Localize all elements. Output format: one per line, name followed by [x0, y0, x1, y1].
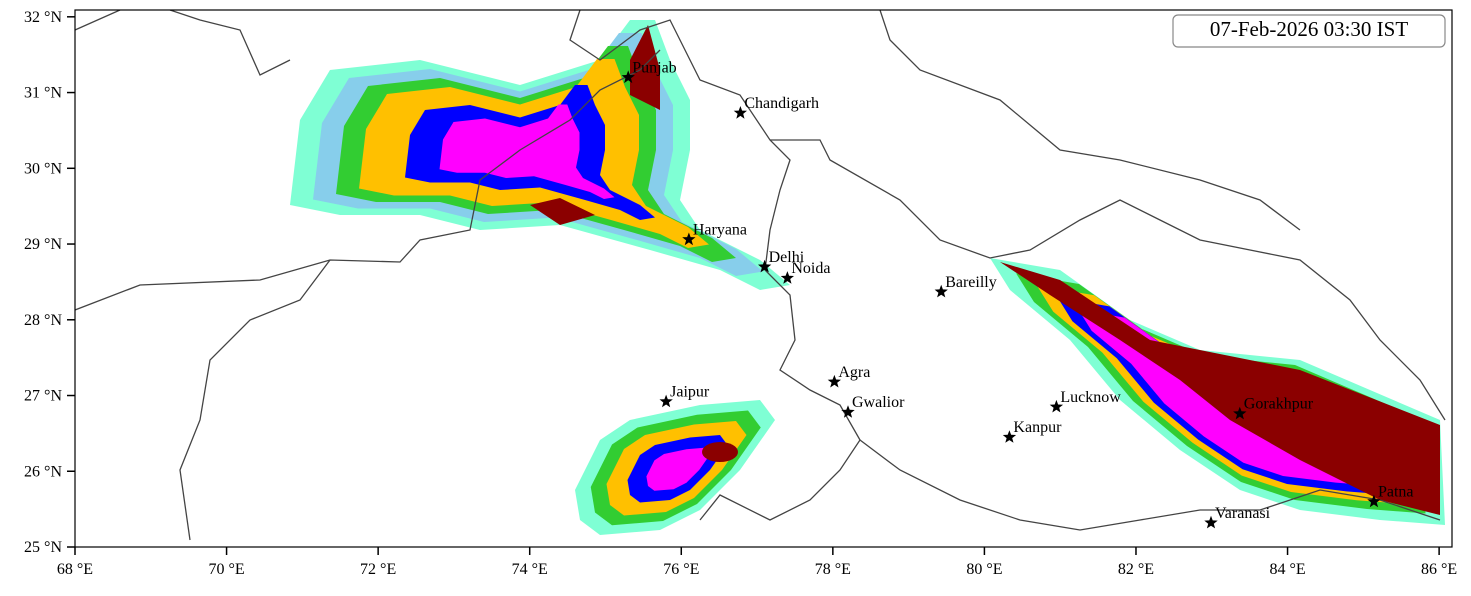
sw-field	[575, 400, 775, 535]
city-label: Agra	[838, 364, 870, 381]
city-marker	[1049, 399, 1064, 413]
borders	[75, 10, 1446, 541]
city-marker	[1204, 515, 1218, 529]
city-label: Chandigarh	[744, 95, 819, 112]
y-tick-label: 26 °N	[24, 463, 62, 480]
city-marker	[758, 259, 772, 273]
city-label: Gwalior	[852, 394, 905, 411]
timestamp: 07-Feb-2026 03:30 IST	[1210, 17, 1408, 41]
east-field	[990, 258, 1445, 525]
city-marker	[733, 106, 747, 119]
city-marker	[934, 284, 948, 298]
x-tick-label: 68 °E	[57, 561, 93, 578]
city-label: Gorakhpur	[1244, 396, 1314, 413]
y-tick-label: 30 °N	[24, 160, 62, 177]
x-tick-label: 76 °E	[663, 561, 699, 578]
title-frame	[1172, 14, 1446, 48]
city-label: Kanpur	[1013, 419, 1062, 436]
x-tick-label: 70 °E	[208, 561, 244, 578]
y-tick-label: 29 °N	[24, 236, 62, 253]
city-marker	[1002, 430, 1017, 443]
x-tick-label: 84 °E	[1269, 561, 1305, 578]
city-label: Jaipur	[670, 384, 710, 401]
y-tick-label: 32 °N	[24, 9, 62, 26]
city-marker	[621, 70, 635, 84]
city-label: Varanasi	[1215, 505, 1271, 522]
city-label: Lucknow	[1060, 389, 1121, 406]
precipitation	[290, 20, 1445, 535]
x-tick-label: 72 °E	[360, 561, 396, 578]
city-label: Bareilly	[945, 274, 997, 291]
y-tick-label: 28 °N	[24, 312, 62, 329]
city-marker	[827, 374, 841, 388]
y-tick-label: 25 °N	[24, 539, 62, 556]
city-label: Delhi	[769, 249, 805, 266]
nw-field	[290, 20, 790, 290]
city-label: Patna	[1378, 484, 1414, 501]
city-label: Haryana	[693, 221, 747, 238]
city-label: Noida	[791, 260, 830, 277]
x-tick-label: 74 °E	[512, 561, 548, 578]
city-marker	[1367, 494, 1381, 508]
city-marker	[682, 232, 696, 246]
city-marker	[780, 271, 794, 284]
x-tick-label: 82 °E	[1118, 561, 1154, 578]
x-tick-label: 80 °E	[966, 561, 1002, 578]
city-marker	[659, 394, 673, 408]
x-tick-label: 78 °E	[815, 561, 851, 578]
x-tick-label: 86 °E	[1421, 561, 1457, 578]
city-marker	[841, 405, 855, 418]
city-marker	[1233, 406, 1247, 420]
y-tick-label: 31 °N	[24, 85, 62, 102]
title-box: 07-Feb-2026 03:30 IST	[1172, 14, 1446, 48]
city-label: Punjab	[632, 59, 676, 76]
y-tick-label: 27 °N	[24, 388, 62, 405]
frame	[74, 9, 1453, 548]
